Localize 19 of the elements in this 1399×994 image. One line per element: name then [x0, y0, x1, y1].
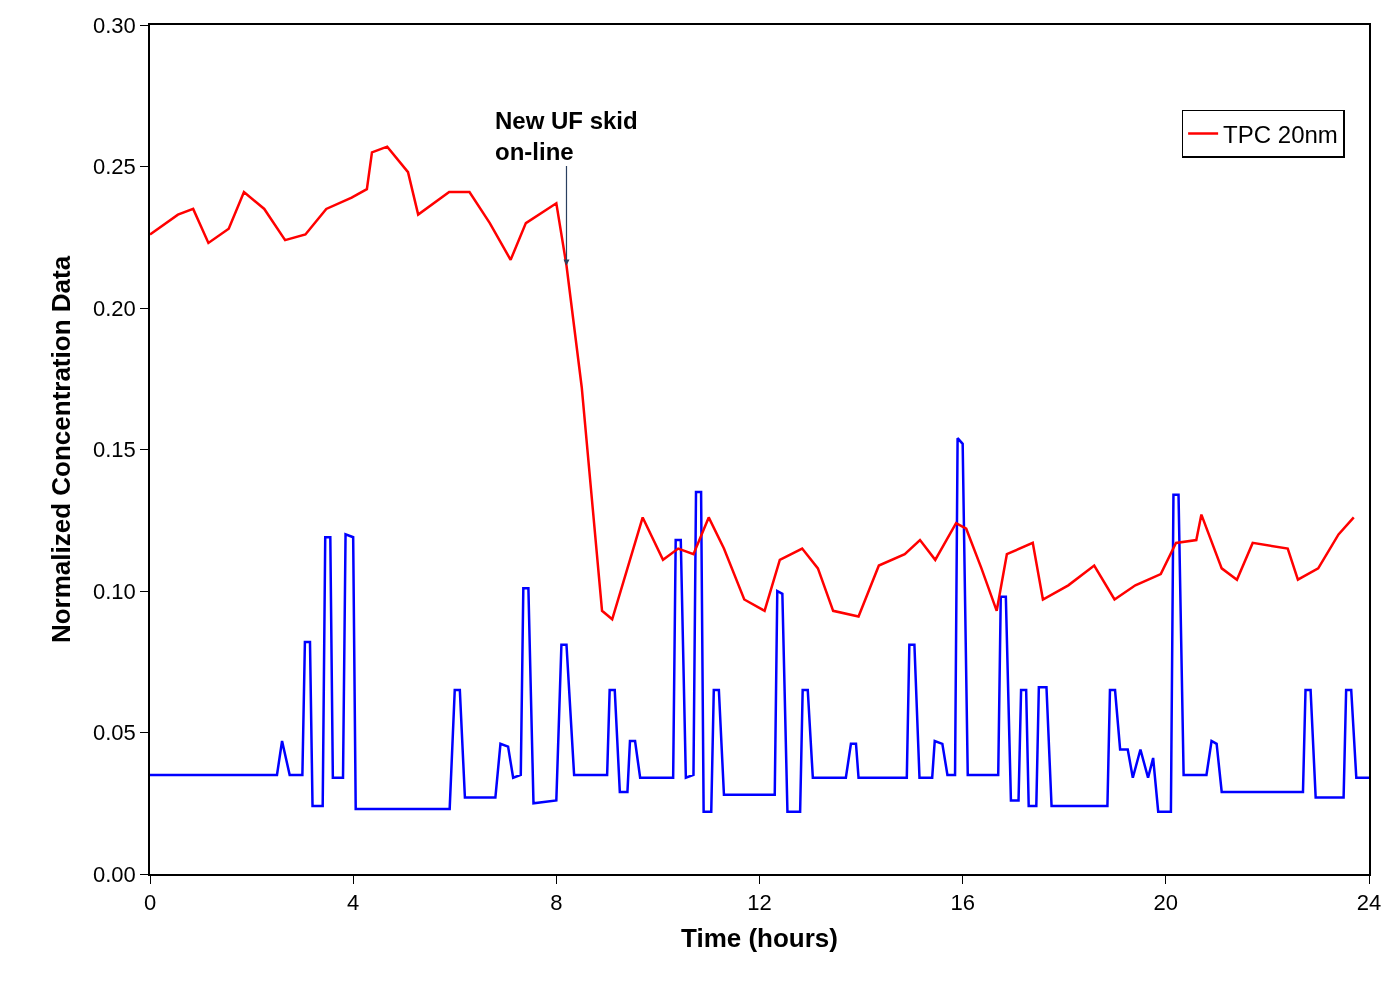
x-tick-label: 16 [950, 890, 975, 916]
line-series [150, 436, 1369, 813]
y-tick-label: 0.15 [93, 437, 136, 463]
y-tick-label: 0.00 [93, 861, 136, 887]
y-tick-label: 0.25 [93, 154, 136, 180]
y-axis-title: Normalized Concentration Data [45, 255, 76, 644]
legend-label: TPC 20nm [1223, 120, 1338, 148]
x-tick-label: 0 [143, 890, 157, 916]
y-tick-label: 0.10 [93, 578, 136, 604]
x-axis-title: Time (hours) [681, 923, 838, 954]
x-tick-label: 4 [347, 890, 360, 916]
x-tick-label: 12 [747, 890, 772, 916]
y-tick-label: 0.20 [93, 295, 136, 321]
annotation: New UF skid on-line [495, 107, 638, 166]
y-tick-label: 0.05 [93, 720, 136, 746]
x-tick-label: 20 [1153, 890, 1179, 916]
x-tick-label: 8 [550, 890, 563, 916]
y-tick-label: 0.30 [93, 12, 136, 38]
x-tick-label: 24 [1356, 890, 1382, 916]
